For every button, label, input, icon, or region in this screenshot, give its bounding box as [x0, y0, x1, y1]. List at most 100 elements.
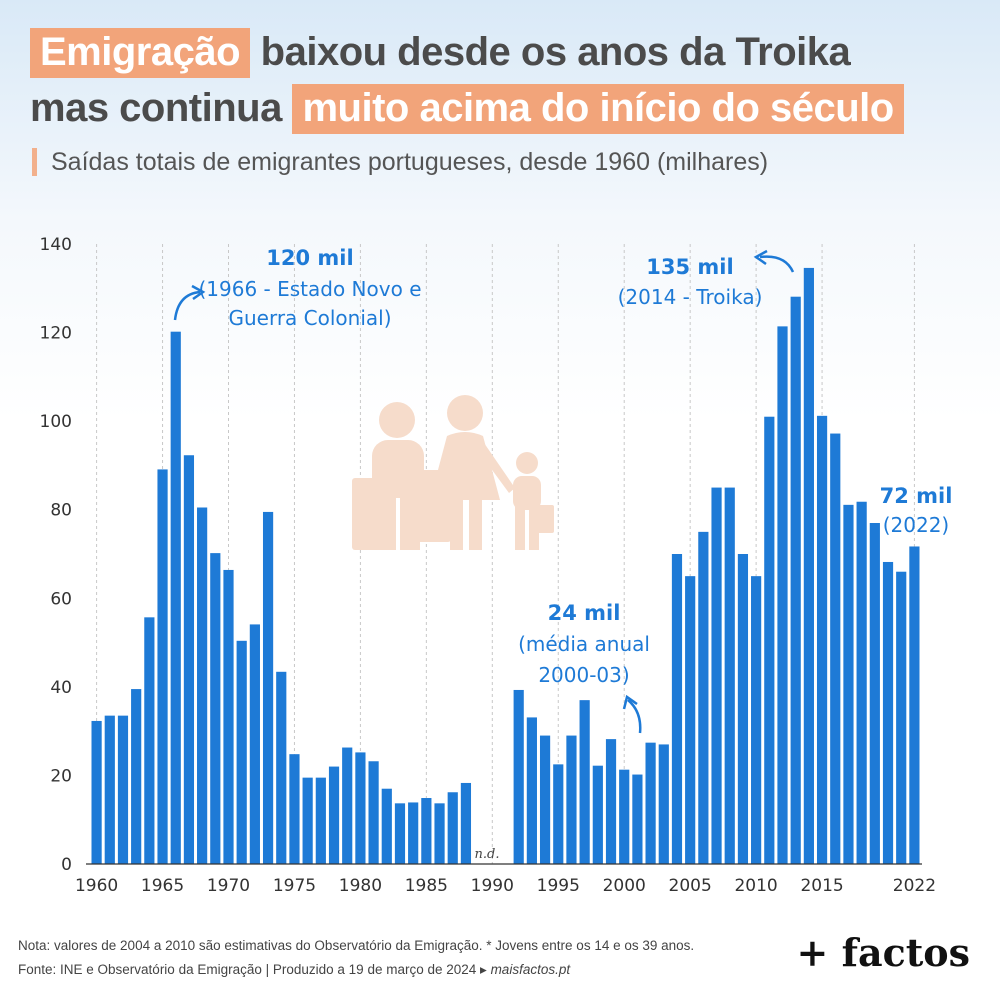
bar-1993	[526, 717, 537, 864]
bar-1977	[315, 777, 326, 864]
bar-2006	[698, 531, 709, 864]
annotation-2000-03-value: 24 mil	[548, 601, 621, 625]
bar-1962	[117, 715, 129, 864]
x-tick-1965: 1965	[141, 876, 184, 896]
title-highlight-emigracao: Emigração	[30, 28, 251, 78]
bar-1983	[394, 803, 406, 864]
bar-2014	[803, 267, 814, 864]
bar-2015	[816, 415, 828, 864]
bar-1994	[539, 735, 551, 864]
bar-1999	[605, 739, 617, 864]
title-highlight-seculo: muito acima do início do século	[292, 84, 904, 134]
footer-source: Fonte: INE e Observatório da Emigração |…	[18, 962, 570, 978]
footer-source-text: Fonte: INE e Observatório da Emigração |…	[18, 962, 487, 977]
x-tick-1995: 1995	[537, 876, 580, 896]
bar-1967	[183, 455, 195, 864]
annotation-2000-03: 24 mil (média anual 2000-03)	[518, 601, 650, 734]
bar-1998	[592, 765, 603, 864]
x-axis-tick-labels: 1960 1965 1970 1975 1980 1985 1990 1995 2000 2005…	[75, 876, 936, 896]
bar-1971	[236, 640, 247, 864]
bar-1987	[447, 792, 458, 864]
chart-subtitle: Saídas totais de emigrantes portugueses,…	[32, 148, 768, 176]
bar-1982	[381, 788, 392, 864]
bar-2011	[764, 416, 775, 864]
bar-1963	[131, 689, 142, 864]
x-tick-2015: 2015	[800, 876, 843, 896]
annotation-2000-03-line-1: (média anual	[518, 632, 650, 656]
footer-source-link[interactable]: maisfactos.pt	[490, 962, 571, 977]
x-tick-1970: 1970	[207, 876, 250, 896]
bar-1976	[302, 777, 313, 864]
family-with-suitcases-icon	[352, 395, 554, 550]
bar-2019	[869, 523, 880, 864]
bar-1980	[355, 752, 366, 864]
bar-1966	[170, 331, 181, 865]
bar-2001	[632, 774, 643, 864]
bar-2009	[737, 554, 749, 864]
annotation-1966-line-2: Guerra Colonial)	[228, 306, 391, 330]
bar-2000	[619, 769, 630, 864]
bar-1974	[276, 671, 287, 864]
x-tick-2022: 2022	[893, 876, 936, 896]
bar-2012	[777, 326, 788, 864]
bar-2013	[790, 296, 801, 864]
x-tick-2010: 2010	[734, 876, 777, 896]
bar-1968	[197, 507, 208, 864]
bar-1981	[368, 761, 379, 864]
bar-2010	[751, 576, 762, 864]
bar-1969	[210, 553, 221, 864]
bar-1985	[421, 798, 432, 864]
annotation-2014: 135 mil (2014 - Troika)	[618, 249, 795, 309]
annotation-1966: 120 mil (1966 - Estado Novo e Guerra Col…	[173, 246, 422, 330]
footer-note: Nota: valores de 2004 a 2010 são estimat…	[18, 938, 695, 953]
y-tick-120: 120	[40, 324, 72, 344]
bar-2002	[645, 742, 656, 864]
y-tick-0: 0	[61, 855, 72, 875]
brand-logo: + factos	[796, 930, 970, 975]
x-tick-2005: 2005	[669, 876, 712, 896]
title-line-1: Emigração baixou desde os anos da Troika	[30, 28, 851, 78]
y-tick-80: 80	[50, 501, 72, 521]
curved-arrow-icon	[173, 290, 201, 321]
x-tick-1975: 1975	[273, 876, 316, 896]
bar-2021	[896, 571, 907, 864]
annotation-2014-value: 135 mil	[646, 255, 733, 279]
curved-arrow-icon	[627, 699, 642, 734]
bar-2008	[724, 487, 735, 864]
title-line-2-start: mas continua	[30, 86, 282, 130]
x-tick-1990: 1990	[471, 876, 514, 896]
bar-1986	[434, 803, 445, 864]
bar-1965	[157, 469, 168, 864]
bar-1995	[553, 764, 564, 864]
annotation-1966-value: 120 mil	[266, 246, 353, 270]
annotation-2022-line-1: (2022)	[883, 513, 950, 537]
bar-1996	[566, 735, 577, 864]
y-tick-100: 100	[40, 412, 72, 432]
bar-1964	[144, 617, 155, 864]
bar-2007	[711, 487, 722, 864]
x-tick-1980: 1980	[339, 876, 382, 896]
bar-1973	[262, 511, 274, 864]
x-tick-2000: 2000	[603, 876, 646, 896]
title-line-1-rest: baixou desde os anos da Troika	[260, 30, 851, 74]
bar-1992	[513, 689, 524, 864]
x-tick-1960: 1960	[75, 876, 118, 896]
bar-1972	[249, 624, 260, 864]
bar-1975	[289, 754, 300, 864]
y-tick-40: 40	[50, 678, 72, 698]
bar-2005	[685, 576, 696, 864]
y-axis-tick-labels: 0 20 40 60 80 100 120 140	[40, 235, 72, 875]
bar-1984	[408, 802, 419, 864]
bar-2016	[830, 433, 841, 864]
y-tick-60: 60	[50, 589, 72, 609]
annotation-1966-line-1: (1966 - Estado Novo e	[198, 277, 421, 301]
bar-1997	[579, 700, 590, 864]
bar-1961	[104, 715, 115, 864]
bar-2020	[882, 561, 894, 864]
annotation-2022-value: 72 mil	[880, 484, 953, 508]
y-tick-20: 20	[50, 766, 72, 786]
bar-1988	[460, 782, 472, 864]
bar-2018	[856, 501, 867, 864]
bar-2003	[658, 744, 669, 864]
